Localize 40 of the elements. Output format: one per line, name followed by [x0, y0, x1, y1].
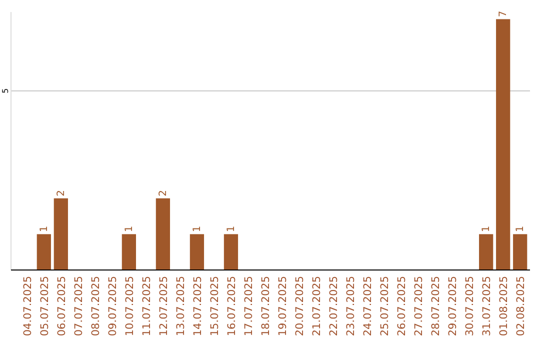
x-tick-label: 18.07.2025: [260, 276, 272, 336]
x-tick-label: 30.07.2025: [464, 276, 476, 336]
data-label: 1: [226, 226, 237, 232]
data-label: 2: [158, 190, 169, 196]
x-tick-label: 31.07.2025: [481, 276, 494, 336]
x-tick-label: 21.07.2025: [311, 276, 324, 336]
x-tick-label: 08.07.2025: [90, 276, 102, 336]
x-tick-label: 06.07.2025: [56, 276, 68, 336]
x-tick-label: 13.07.2025: [174, 276, 187, 336]
data-label: 1: [515, 226, 526, 232]
x-tick-label: 20.07.2025: [294, 276, 306, 336]
x-tick-label: 19.07.2025: [277, 276, 290, 336]
x-tick-label: 27.07.2025: [413, 276, 426, 336]
data-label: 1: [38, 226, 50, 232]
y-tick-label: 5: [1, 88, 10, 94]
x-tick-label: 12.07.2025: [158, 276, 170, 336]
x-tick-label: 07.07.2025: [72, 276, 85, 336]
x-tick-label: 04.07.2025: [22, 276, 34, 336]
x-tick-label: 02.08.2025: [515, 276, 528, 336]
x-tick-label: 09.07.2025: [106, 276, 119, 336]
x-tick-label: 01.08.2025: [498, 276, 510, 336]
x-tick-label: 15.07.2025: [208, 276, 221, 336]
x-tick-label: 16.07.2025: [226, 276, 238, 336]
x-tick-label: 14.07.2025: [192, 276, 204, 336]
x-tick-label: 28.07.2025: [430, 276, 442, 336]
x-tick-label: 24.07.2025: [362, 276, 374, 336]
x-tick-label: 25.07.2025: [379, 276, 392, 336]
data-label: 7: [498, 10, 510, 18]
x-tick-label: 22.07.2025: [328, 276, 340, 336]
data-label: 1: [481, 226, 492, 232]
data-label: 1: [124, 226, 135, 232]
x-tick-label: 29.07.2025: [447, 276, 460, 336]
x-tick-label: 26.07.2025: [396, 276, 408, 336]
x-tick-label: 17.07.2025: [242, 276, 255, 336]
x-tick-label: 05.07.2025: [38, 276, 51, 336]
data-label: 1: [192, 226, 203, 232]
data-label: 2: [56, 190, 67, 196]
x-tick-label: 23.07.2025: [345, 276, 358, 336]
x-tick-label: 10.07.2025: [124, 276, 136, 336]
x-tick-label: 11.07.2025: [140, 276, 153, 336]
